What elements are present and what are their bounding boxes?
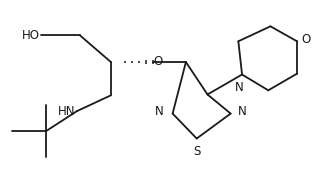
- Text: N: N: [235, 81, 243, 94]
- Text: S: S: [193, 145, 200, 158]
- Text: N: N: [155, 105, 164, 118]
- Text: O: O: [302, 33, 311, 46]
- Text: HO: HO: [22, 29, 40, 42]
- Text: O: O: [154, 55, 163, 68]
- Text: N: N: [238, 105, 247, 118]
- Text: HN: HN: [58, 105, 75, 118]
